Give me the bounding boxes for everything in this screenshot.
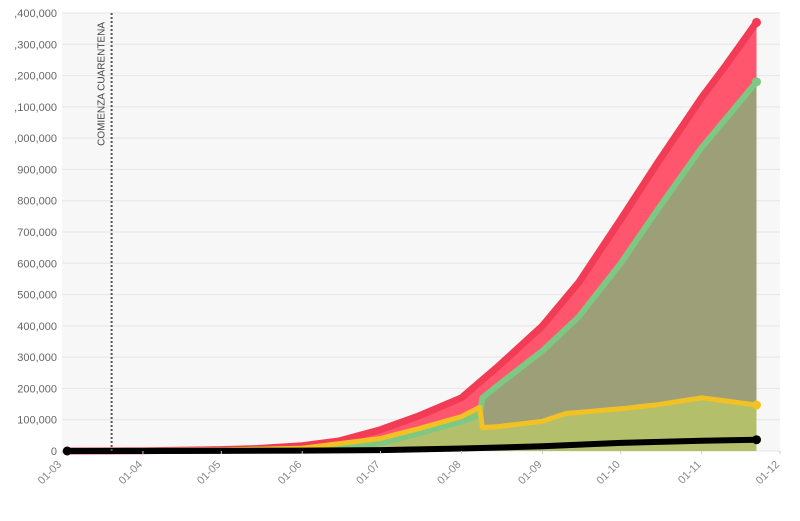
x-tick-label: 01-07	[354, 459, 382, 487]
y-tick-label: 100,000	[17, 415, 57, 427]
x-tick-label: 01-03	[36, 459, 64, 487]
x-axis-ticks: 01-03 01-04 01-05 01-06 01-07 01-08 01-09 01-10…	[36, 451, 782, 487]
x-tick-label: 01-09	[516, 459, 544, 487]
x-tick-label: 01-05	[195, 459, 223, 487]
x-tick-label: 01-12	[754, 459, 782, 487]
series-line	[64, 436, 760, 454]
y-tick-label: ,000,000	[14, 133, 57, 145]
series-area	[67, 81, 757, 452]
series-areas	[67, 22, 757, 452]
x-tick-label: 01-10	[594, 459, 622, 487]
y-tick-label: 300,000	[17, 352, 57, 364]
y-axis-ticks: 0 100,000 200,000 300,000 400,000 500,000 600,…	[14, 8, 57, 458]
y-tick-label: 500,000	[17, 290, 57, 302]
series-area	[67, 397, 757, 451]
quarantine-label: COMIENZA CUARENTENA	[97, 22, 108, 146]
y-tick-label: ,200,000	[14, 71, 57, 83]
series-start-point	[62, 446, 72, 456]
x-tick-label: 01-06	[276, 459, 304, 487]
annotations: COMIENZA CUARENTENA	[97, 13, 113, 451]
y-tick-label: ,100,000	[14, 102, 57, 114]
series-end-point	[752, 435, 762, 445]
y-tick-label: 200,000	[17, 383, 57, 395]
x-tick-label: 01-04	[117, 459, 145, 487]
y-tick-label: 700,000	[17, 227, 57, 239]
y-tick-label: 0	[51, 446, 57, 458]
series-end-point	[752, 400, 762, 410]
y-tick-label: 900,000	[17, 164, 57, 176]
y-tick-label: 600,000	[17, 258, 57, 270]
series-end-point	[752, 77, 762, 87]
series-lines	[62, 17, 762, 456]
x-tick-label: 01-11	[676, 459, 704, 487]
y-tick-label: ,300,000	[14, 39, 57, 51]
y-tick-label: ,400,000	[14, 8, 57, 20]
y-tick-label: 800,000	[17, 196, 57, 208]
y-tick-label: 400,000	[17, 321, 57, 333]
x-tick-label: 01-08	[435, 459, 463, 487]
series-end-point	[752, 17, 762, 27]
